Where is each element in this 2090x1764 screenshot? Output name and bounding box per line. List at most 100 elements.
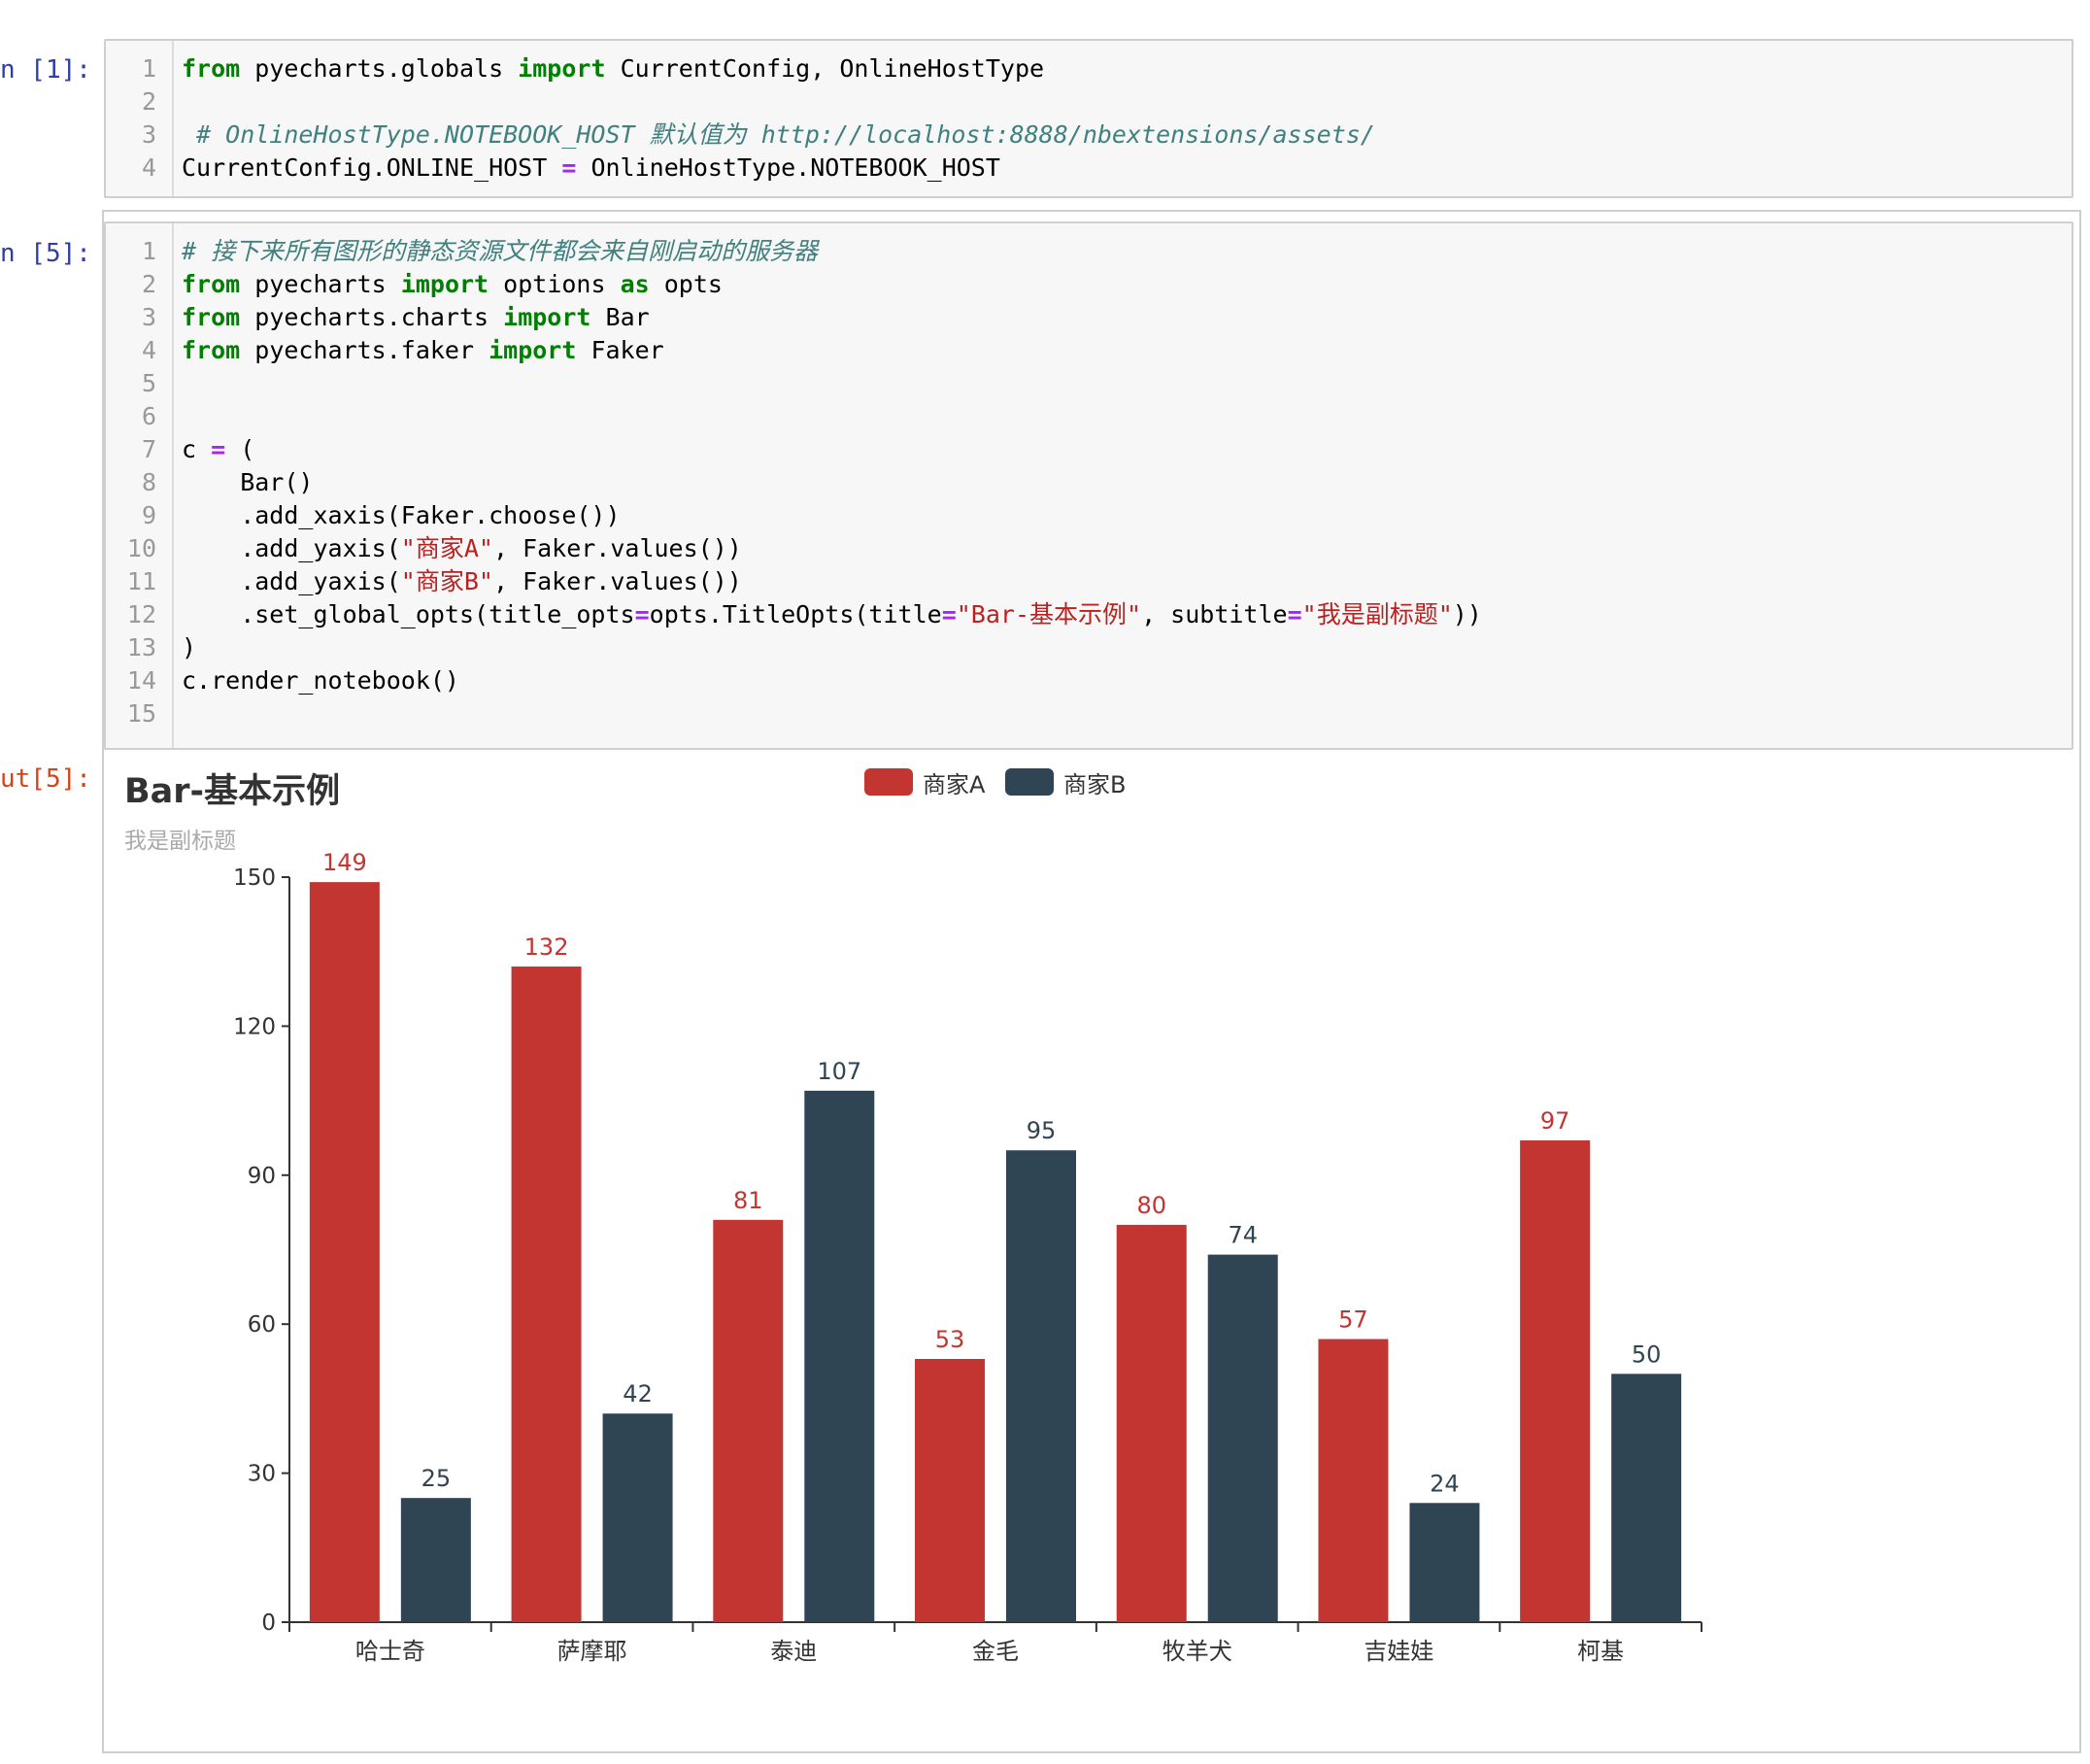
code-line[interactable]: from pyecharts import options as opts: [182, 268, 723, 301]
code-token: .add_xaxis(Faker.choose()): [182, 501, 621, 529]
code-token: =: [634, 600, 650, 628]
code-line[interactable]: c = (: [182, 433, 254, 466]
legend-swatch-a: [864, 768, 913, 796]
bar-data-label: 132: [524, 933, 569, 961]
bar-data-label: 149: [322, 849, 367, 876]
code-line[interactable]: CurrentConfig.ONLINE_HOST = OnlineHostTy…: [182, 152, 1000, 185]
code-line[interactable]: Bar(): [182, 466, 313, 499]
code-token: c: [182, 435, 212, 463]
code-token: as: [620, 270, 650, 298]
code-token: .set_global_opts(title_opts: [182, 600, 635, 628]
code-editor-cell-2[interactable]: 1 # 接下来所有图形的静态资源文件都会来自刚启动的服务器 2 from pyecha…: [104, 221, 2073, 750]
line-number: 2: [141, 270, 156, 298]
x-category-label: 萨摩耶: [557, 1638, 627, 1665]
code-line[interactable]: .add_yaxis("商家B", Faker.values()): [182, 565, 742, 598]
code-token: pyecharts: [240, 270, 401, 298]
code-token: pyecharts.faker: [240, 336, 489, 364]
bar-data-label: 107: [817, 1058, 861, 1085]
code-token: import: [400, 270, 489, 298]
line-number: 14: [126, 666, 156, 695]
code-line[interactable]: # 接下来所有图形的静态资源文件都会来自刚启动的服务器: [182, 235, 818, 268]
code-line[interactable]: # OnlineHostType.NOTEBOOK_HOST 默认值为 http…: [182, 119, 1375, 152]
bar-series-a: [511, 967, 582, 1622]
line-number: 15: [126, 699, 156, 728]
legend-label-b: 商家B: [1063, 770, 1127, 798]
code-line[interactable]: .set_global_opts(title_opts=opts.TitleOp…: [182, 598, 1482, 631]
code-token: .add_yaxis(: [182, 567, 401, 595]
bar-series-a: [309, 882, 380, 1622]
bar-series-a: [915, 1358, 985, 1622]
legend-item-series-a[interactable]: 商家A: [864, 767, 986, 798]
code-editor-cell-1[interactable]: 1 from pyecharts.globals import CurrentCo…: [104, 39, 2073, 198]
code-line[interactable]: from pyecharts.globals import CurrentCon…: [182, 52, 1044, 85]
bar-data-label: 53: [935, 1326, 965, 1353]
input-prompt-1: n [1]:: [0, 55, 91, 85]
legend-item-series-b[interactable]: 商家B: [1005, 767, 1127, 798]
code-token: (: [225, 435, 255, 463]
y-tick-label: 150: [233, 865, 276, 891]
code-token: =: [211, 435, 226, 463]
code-token: =: [561, 153, 577, 182]
bar-data-label: 25: [421, 1465, 452, 1492]
code-token: # OnlineHostType.NOTEBOOK_HOST 默认值为 http…: [182, 120, 1375, 149]
code-token: =: [1287, 600, 1302, 628]
y-tick-label: 0: [261, 1611, 276, 1636]
bar-data-label: 95: [1027, 1117, 1057, 1144]
bar-series-b: [1409, 1503, 1480, 1622]
bar-series-a: [1116, 1224, 1187, 1622]
code-token: =: [941, 600, 957, 628]
code-token: import: [503, 303, 591, 331]
x-category-label: 泰迪: [770, 1638, 817, 1665]
bar-series-a: [1520, 1140, 1591, 1622]
code-token: Bar: [590, 303, 650, 331]
code-token: from: [182, 336, 241, 364]
x-category-label: 牧羊犬: [1163, 1638, 1232, 1665]
code-token: "我是副标题": [1301, 600, 1453, 628]
code-token: import: [518, 54, 606, 83]
y-tick-label: 30: [248, 1462, 276, 1487]
code-token: opts: [649, 270, 723, 298]
y-tick-label: 120: [233, 1014, 276, 1039]
legend-swatch-b: [1005, 768, 1054, 796]
code-token: , Faker.values()): [492, 534, 742, 562]
line-number: 4: [141, 153, 156, 182]
code-line[interactable]: .add_yaxis("商家A", Faker.values()): [182, 532, 742, 565]
y-tick-label: 90: [248, 1164, 276, 1189]
line-number: 11: [126, 567, 156, 595]
code-token: OnlineHostType.NOTEBOOK_HOST: [576, 153, 1000, 182]
code-line[interactable]: ): [182, 631, 196, 664]
code-token: from: [182, 54, 241, 83]
x-category-label: 柯基: [1577, 1638, 1624, 1665]
line-number: 8: [141, 468, 156, 496]
bar-series-b: [1207, 1254, 1278, 1622]
bar-series-b: [400, 1498, 471, 1622]
bar-series-b: [804, 1090, 875, 1622]
bar-data-label: 80: [1136, 1192, 1166, 1219]
line-number: 2: [141, 87, 156, 116]
code-line[interactable]: .add_xaxis(Faker.choose()): [182, 499, 621, 532]
line-number: 4: [141, 336, 156, 364]
code-line[interactable]: from pyecharts.charts import Bar: [182, 301, 650, 334]
line-number-gutter: [106, 41, 174, 196]
code-token: # 接下来所有图形的静态资源文件都会来自刚启动的服务器: [182, 237, 819, 265]
code-token: import: [489, 336, 577, 364]
code-token: options: [489, 270, 621, 298]
line-number: 1: [141, 54, 156, 83]
line-number: 7: [141, 435, 156, 463]
bar-data-label: 97: [1540, 1107, 1570, 1135]
legend-label-a: 商家A: [923, 770, 986, 798]
bar-series-b: [1006, 1150, 1076, 1622]
code-line[interactable]: c.render_notebook(): [182, 664, 459, 697]
bar-series-b: [602, 1413, 673, 1622]
line-number: 3: [141, 120, 156, 149]
code-token: "商家A": [400, 534, 493, 562]
code-token: ): [182, 633, 197, 662]
code-token: .add_yaxis(: [182, 534, 401, 562]
line-number: 12: [126, 600, 156, 628]
code-token: pyecharts.charts: [240, 303, 504, 331]
code-line[interactable]: from pyecharts.faker import Faker: [182, 334, 664, 367]
code-token: c.render_notebook(): [182, 666, 459, 695]
line-number: 1: [141, 237, 156, 265]
y-tick-label: 60: [248, 1312, 276, 1338]
code-token: Faker: [576, 336, 664, 364]
